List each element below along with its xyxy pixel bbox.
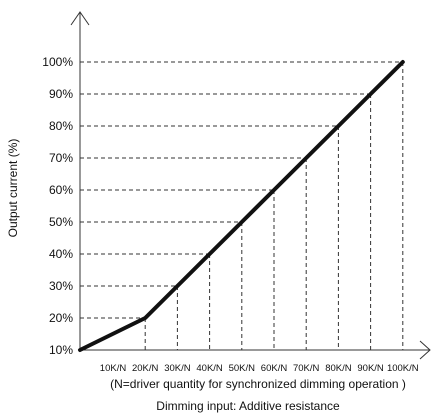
x-axis-title: Dimming input: Additive resistance — [156, 399, 340, 413]
y-tick-label: 40% — [49, 247, 73, 261]
y-tick-label: 70% — [49, 151, 73, 165]
data-point — [79, 349, 81, 351]
y-axis-title: Output current (%) — [6, 139, 20, 238]
y-axis-arrow — [70, 11, 90, 26]
x-tick-labels: 10K/N 20K/N 30K/N 40K/N 50K/N 60K/N 70K/N 80K/N… — [100, 363, 419, 374]
x-tick-label: 40K/N — [196, 363, 223, 374]
y-tick-label: 10% — [49, 343, 73, 357]
y-tick-label: 100% — [42, 55, 73, 69]
series — [78, 60, 405, 352]
guide-lines — [80, 61, 404, 350]
x-tick-label: 60K/N — [261, 363, 288, 374]
x-tick-label: 30K/N — [164, 363, 191, 374]
x-tick-label: 50K/N — [229, 363, 256, 374]
y-tick-label: 50% — [49, 215, 73, 229]
x-tick-label: 100K/N — [387, 363, 419, 374]
y-tick-label: 60% — [49, 183, 73, 197]
x-tick-label: 90K/N — [357, 363, 384, 374]
y-tick-label: 90% — [49, 87, 73, 101]
data-point — [369, 93, 372, 95]
y-tick-label: 20% — [49, 311, 73, 325]
series-line — [78, 60, 405, 352]
y-tick-labels: 10% 20% 30% 40% 50% 60% 70% 80% 90% 100% — [42, 55, 73, 357]
data-point — [402, 61, 404, 63]
x-tick-label: 20K/N — [132, 363, 159, 374]
data-point — [176, 285, 179, 287]
x-tick-label: 80K/N — [325, 363, 352, 374]
data-point — [241, 221, 243, 223]
data-point — [273, 189, 275, 191]
axes — [70, 11, 431, 360]
data-point — [208, 253, 211, 255]
data-point — [305, 157, 308, 159]
x-axis-arrow — [419, 340, 431, 360]
x-tick-label: 10K/N — [100, 363, 127, 374]
data-point — [144, 317, 146, 319]
y-tick-label: 80% — [49, 119, 73, 133]
x-tick-label: 70K/N — [293, 363, 320, 374]
x-axis-note: (N=driver quantity for synchronized dimm… — [110, 377, 406, 391]
y-tick-label: 30% — [49, 279, 73, 293]
data-point — [337, 125, 340, 127]
